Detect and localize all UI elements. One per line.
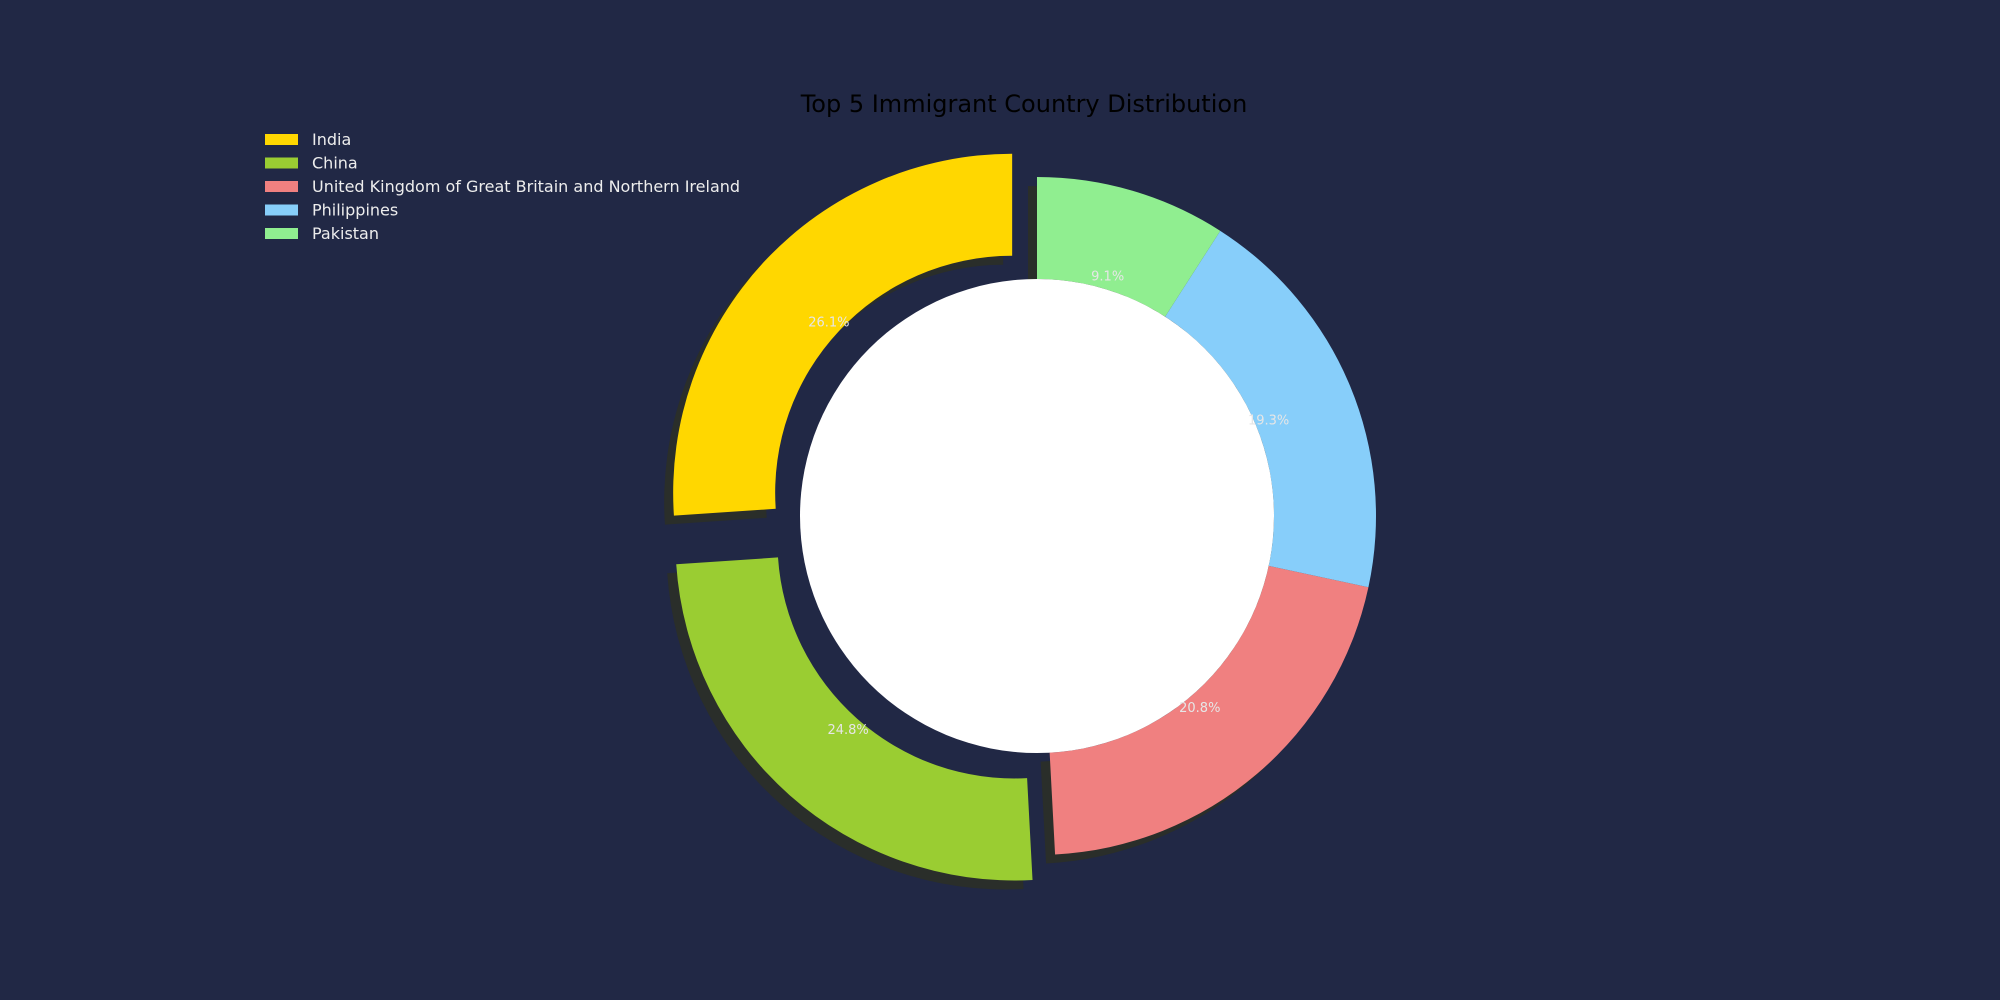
pct-label-pakistan: 9.1% [1091, 269, 1124, 284]
slice-united-kingdom-of-great-britain-and-northern-ireland [1049, 565, 1369, 855]
legend-label-india: India [312, 130, 351, 149]
percentage-labels: 26.1% 24.8% 20.8% 19.3% 9.1% [808, 269, 1289, 738]
pct-label-united-kingdom-of-great-britain-and-northern-ireland: 20.8% [1179, 701, 1220, 716]
legend: India China United Kingdom of Great Britai… [265, 130, 740, 243]
legend-swatch-united-kingdom-of-great-britain-and-northern-ireland [265, 181, 298, 192]
legend-swatch-india [265, 134, 298, 145]
pie-slices [673, 153, 1376, 881]
slice-philippines [1165, 230, 1376, 588]
chart-title: Top 5 Immigrant Country Distribution [800, 90, 1248, 118]
legend-label-philippines: Philippines [312, 201, 398, 220]
legend-swatch-pakistan [265, 228, 298, 239]
legend-label-china: China [312, 154, 358, 173]
donut-hole [800, 279, 1274, 753]
pct-label-china: 24.8% [827, 723, 868, 738]
slice-india [673, 153, 1013, 516]
legend-swatch-philippines [265, 204, 298, 216]
pct-label-india: 26.1% [808, 315, 849, 330]
legend-label-pakistan: Pakistan [312, 224, 379, 243]
slice-pakistan [1037, 177, 1221, 317]
pct-label-philippines: 19.3% [1248, 414, 1289, 429]
legend-label-united-kingdom-of-great-britain-and-northern-ireland: United Kingdom of Great Britain and Nort… [312, 177, 740, 196]
legend-swatch-china [265, 157, 298, 169]
slice-china [676, 557, 1033, 881]
